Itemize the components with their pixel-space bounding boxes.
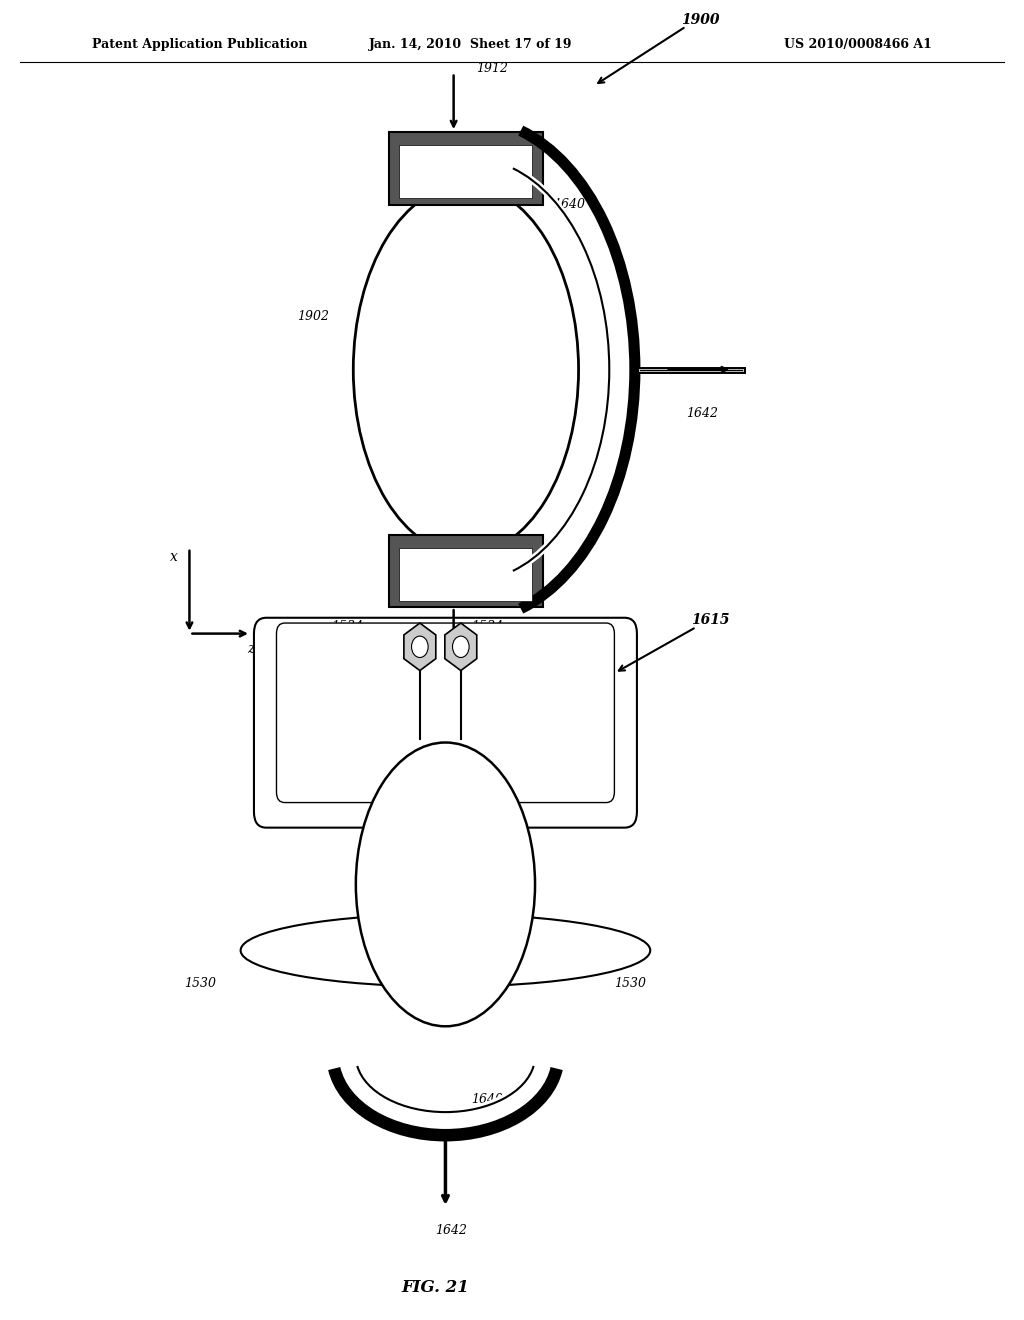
Text: 1530: 1530: [184, 977, 216, 990]
Text: 1534: 1534: [332, 620, 364, 634]
Circle shape: [453, 636, 469, 657]
Ellipse shape: [356, 742, 535, 1027]
Text: Patent Application Publication: Patent Application Publication: [92, 38, 307, 51]
Text: 1530: 1530: [614, 977, 646, 990]
Text: 2120: 2120: [476, 667, 508, 680]
Ellipse shape: [241, 913, 650, 987]
Text: 1922: 1922: [445, 686, 477, 700]
Text: 1615: 1615: [691, 614, 730, 627]
Text: 1640: 1640: [553, 198, 585, 211]
Text: FIG. 19: FIG. 19: [422, 751, 489, 767]
FancyBboxPatch shape: [389, 535, 543, 607]
Text: 1900: 1900: [681, 13, 720, 26]
FancyBboxPatch shape: [389, 132, 543, 205]
Text: 1920: 1920: [507, 570, 539, 583]
Text: 1642: 1642: [435, 1224, 467, 1237]
Text: 2110: 2110: [316, 667, 348, 680]
FancyBboxPatch shape: [254, 618, 637, 828]
Text: 1912: 1912: [476, 62, 508, 75]
Circle shape: [412, 636, 428, 657]
Text: z: z: [247, 643, 255, 656]
Text: 1902: 1902: [297, 310, 329, 323]
Text: US 2010/0008466 A1: US 2010/0008466 A1: [784, 38, 932, 51]
Text: x: x: [170, 550, 178, 564]
Polygon shape: [444, 623, 477, 671]
Text: 1642: 1642: [686, 407, 718, 420]
FancyBboxPatch shape: [276, 623, 614, 803]
Ellipse shape: [353, 185, 579, 554]
Text: 1534: 1534: [471, 620, 503, 634]
Text: Jan. 14, 2010  Sheet 17 of 19: Jan. 14, 2010 Sheet 17 of 19: [370, 38, 572, 51]
FancyBboxPatch shape: [399, 145, 532, 198]
Text: 1910: 1910: [507, 162, 539, 176]
Text: 1536: 1536: [522, 799, 554, 812]
Text: 1640: 1640: [471, 1093, 503, 1106]
Polygon shape: [403, 623, 436, 671]
FancyBboxPatch shape: [399, 548, 532, 601]
Text: FIG. 21: FIG. 21: [401, 1279, 469, 1295]
